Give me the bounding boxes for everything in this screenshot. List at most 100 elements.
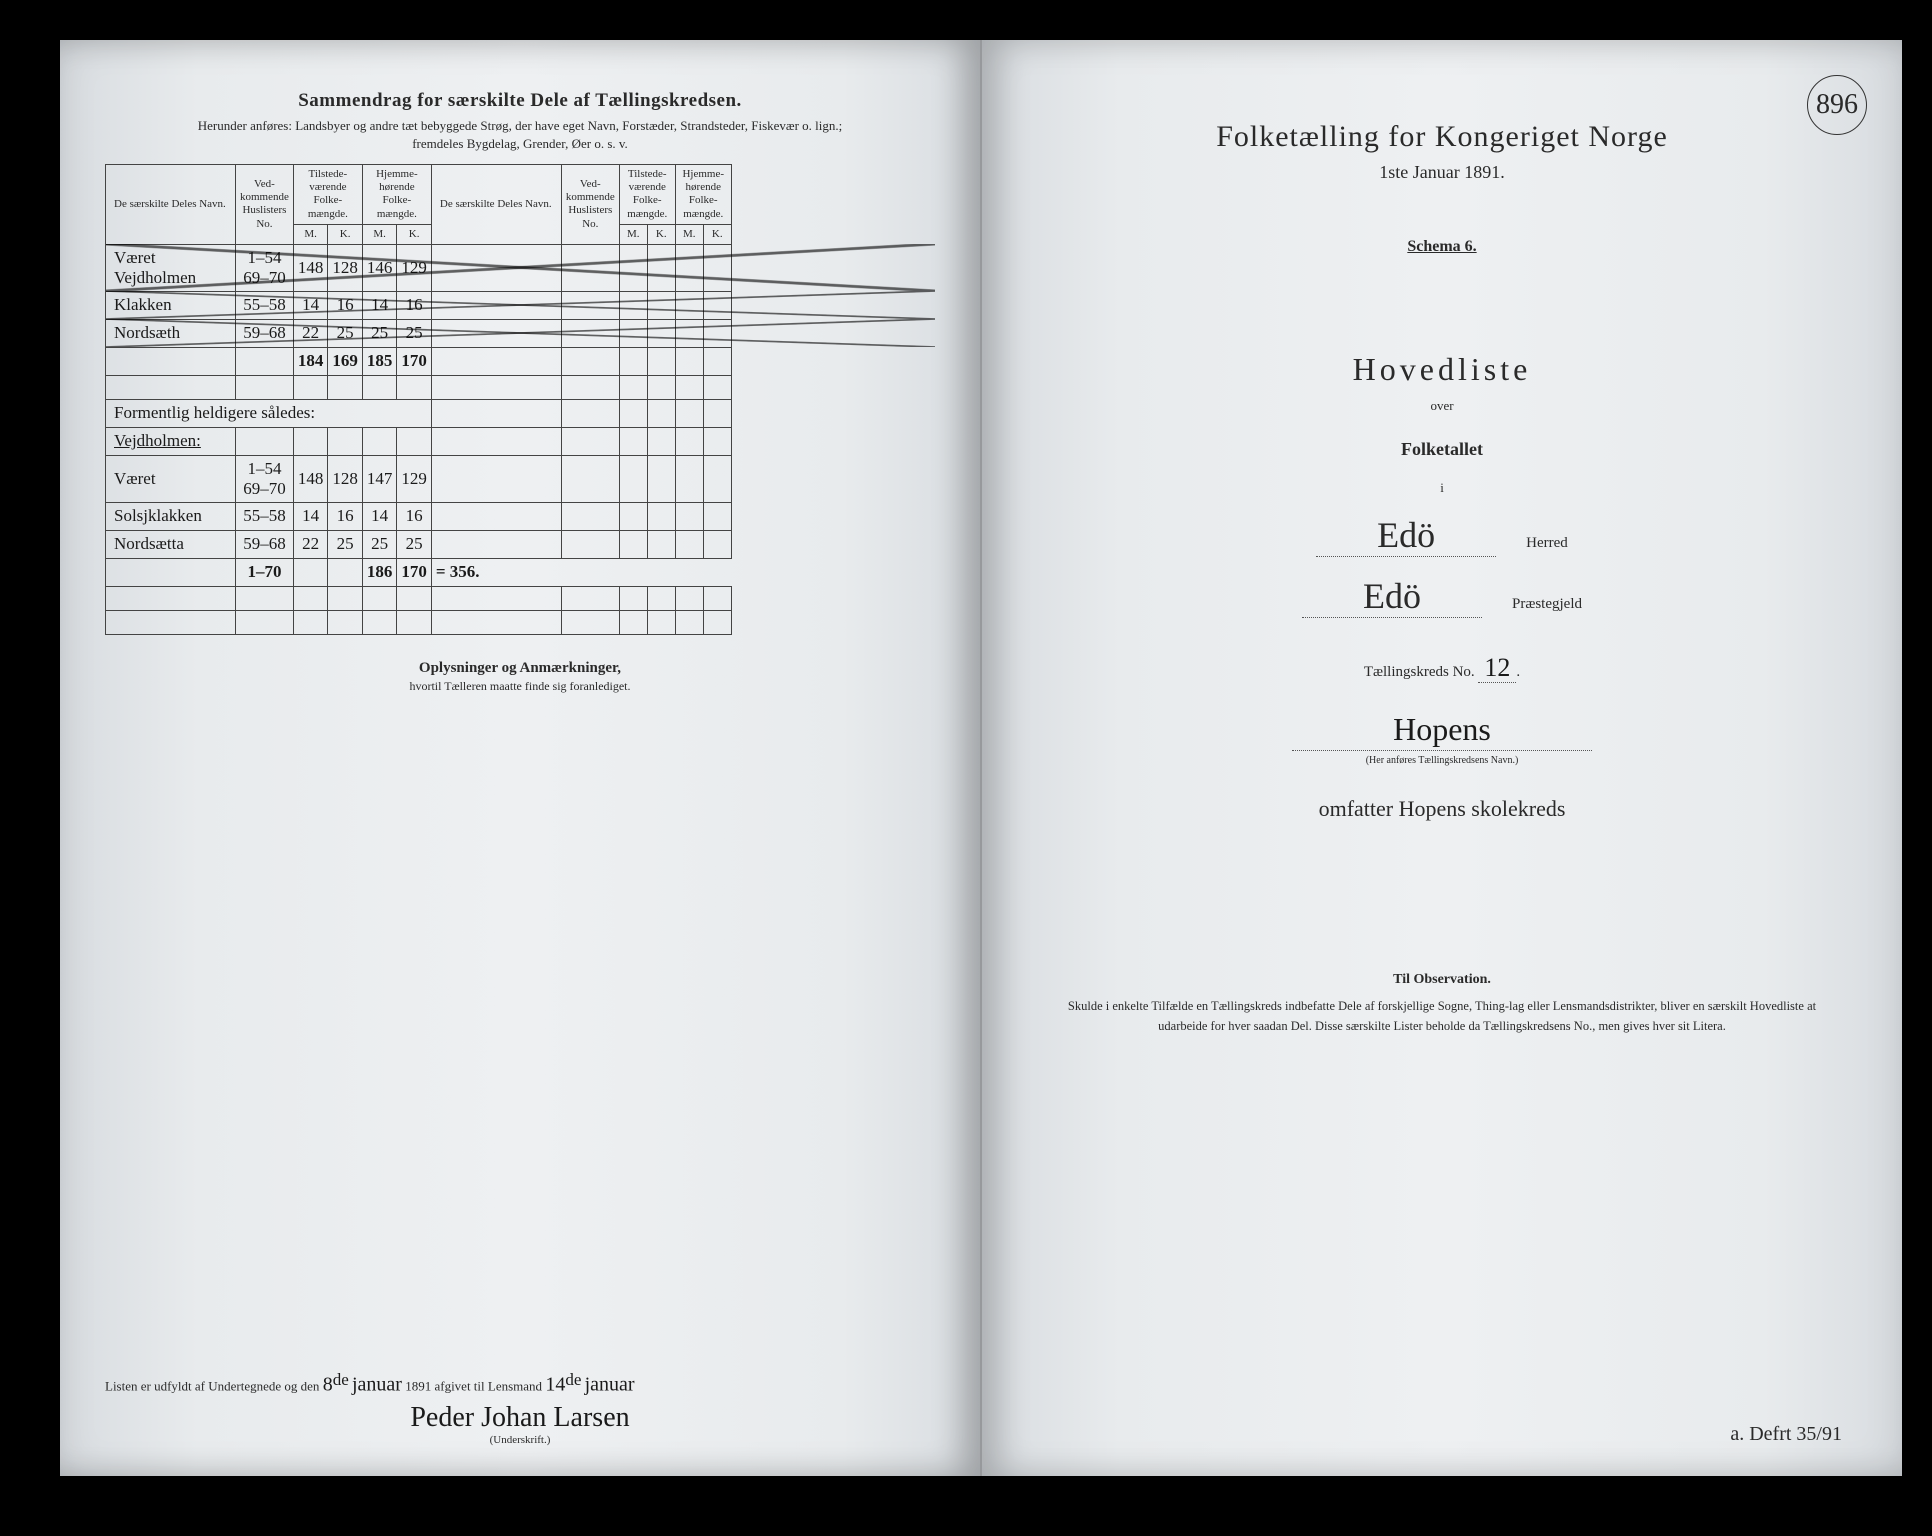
bottom-day2-sup: de (565, 1370, 581, 1389)
th-m: M. (675, 224, 703, 244)
cell: 14 (362, 291, 397, 319)
th-huslister2: Ved- kommende Huslisters No. (561, 165, 619, 245)
left-page: Sammendrag for særskilte Dele af Tælling… (60, 40, 982, 1476)
cell-name: Solsjklakken (106, 502, 236, 530)
th-k: K. (647, 224, 675, 244)
th-tilstede: Tilstede- værende Folke- mængde. (293, 165, 362, 225)
table-row: Været 1–54 69–70 148 128 147 129 (106, 455, 935, 502)
cell-nums: 1–54 69–70 (236, 244, 294, 291)
cell: 22 (293, 319, 328, 347)
cell: 169 (328, 347, 363, 375)
schema-label: Schema 6. (1027, 238, 1857, 256)
bottom-month2: januar (585, 1373, 635, 1395)
kredsname-sub: (Her anføres Tællingskredsens Navn.) (1027, 755, 1857, 766)
cell: 147 (362, 455, 397, 502)
cell: 129 (397, 455, 432, 502)
cell: 14 (293, 502, 328, 530)
kredsname-row: Hopens (1027, 711, 1857, 751)
cell-subheading: Vejdholmen: (106, 427, 236, 455)
th-k: K. (703, 224, 731, 244)
book-spread: Sammendrag for særskilte Dele af Tælling… (0, 0, 1932, 1536)
cell: 16 (397, 291, 432, 319)
signature-block: Peder Johan Larsen (Underskrift.) (105, 1402, 935, 1446)
kreds-label: Tællingskreds No. (1364, 664, 1475, 680)
bottom-line: Listen er udfyldt af Undertegnede og den… (105, 1370, 935, 1396)
signature: Peder Johan Larsen (105, 1402, 935, 1434)
cell-total: = 356. (431, 558, 561, 586)
praestegjeld-label: Præstegjeld (1512, 596, 1582, 613)
kreds-row: Tællingskreds No. 12. (1027, 653, 1857, 683)
hovedliste: Hovedliste (1027, 351, 1857, 388)
table-row: Solsjklakken 55–58 14 16 14 16 (106, 502, 935, 530)
cell: 25 (397, 530, 432, 558)
bottom-day: 8 (323, 1373, 333, 1395)
praestegjeld-row: Edö Præstegjeld (1027, 575, 1857, 618)
praestegjeld-value: Edö (1302, 575, 1482, 618)
table-row: Nordsætta 59–68 22 25 25 25 (106, 530, 935, 558)
cell: 186 (362, 558, 397, 586)
cell: 16 (328, 291, 363, 319)
cell: 16 (328, 502, 363, 530)
th-name2: De særskilte Deles Navn. (431, 165, 561, 245)
summary-sub1: Herunder anføres: Landsbyer og andre tæt… (105, 118, 935, 134)
cell: 25 (328, 530, 363, 558)
cell: 170 (397, 347, 432, 375)
left-header: Sammendrag for særskilte Dele af Tælling… (105, 90, 935, 152)
folketallet: Folketallet (1027, 439, 1857, 460)
cell-name: Været (106, 455, 236, 502)
kredsname: Hopens (1292, 711, 1592, 751)
sum-row: 184 169 185 170 (106, 347, 935, 375)
cell: 14 (362, 502, 397, 530)
right-page: 896 Folketælling for Kongeriget Norge 1s… (982, 40, 1902, 1476)
cell-nums: 55–58 (236, 291, 294, 319)
cell: 22 (293, 530, 328, 558)
th-m: M. (619, 224, 647, 244)
census-title: Folketælling for Kongeriget Norge (1027, 120, 1857, 154)
cell: 25 (362, 530, 397, 558)
th-k: K. (328, 224, 363, 244)
summary-title: Sammendrag for særskilte Dele af Tælling… (105, 90, 935, 112)
obs-title: Til Observation. (1027, 972, 1857, 988)
summary-sub2: fremdeles Bygdelag, Grender, Øer o. s. v… (105, 136, 935, 152)
notes-heading: Oplysninger og Anmærkninger, (105, 660, 935, 677)
cell-name: Nordsætta (106, 530, 236, 558)
table-body: Været Vejdholmen 1–54 69–70 148 128 146 … (106, 244, 935, 634)
cell: 146 (362, 244, 397, 291)
note-row: Formentlig heldigere således: (106, 399, 935, 427)
census-date: 1ste Januar 1891. (1027, 162, 1857, 183)
bottom-day-sup: de (333, 1370, 349, 1389)
cell: 16 (397, 502, 432, 530)
cell: 170 (397, 558, 432, 586)
th-hjemme: Hjemme- hørende Folke- mængde. (362, 165, 431, 225)
cell-nums: 55–58 (236, 502, 294, 530)
th-huslister: Ved- kommende Huslisters No. (236, 165, 294, 245)
th-m: M. (362, 224, 397, 244)
bottom-prefix: Listen er udfyldt af Undertegnede og den (105, 1378, 319, 1393)
table-row: Klakken 55–58 14 16 14 16 (106, 291, 935, 319)
cell: 25 (397, 319, 432, 347)
cell: 148 (293, 455, 328, 502)
bottom-month: januar (352, 1373, 402, 1395)
over: over (1027, 398, 1857, 414)
herred-value: Edö (1316, 514, 1496, 557)
cell-nums: 1–54 69–70 (236, 455, 294, 502)
obs-text: Skulde i enkelte Tilfælde en Tællingskre… (1027, 996, 1857, 1036)
page-number: 896 (1807, 75, 1867, 135)
th-name: De særskilte Deles Navn. (106, 165, 236, 245)
cell: 25 (328, 319, 363, 347)
bottom-day2: 14 (545, 1373, 565, 1395)
cell: 184 (293, 347, 328, 375)
notes-sub: hvortil Tælleren maatte finde sig foranl… (105, 679, 935, 694)
th-k: K. (397, 224, 432, 244)
cell: 128 (328, 455, 363, 502)
kreds-no: 12 (1478, 653, 1516, 683)
herred-label: Herred (1526, 535, 1568, 552)
sum-row-2: 1–70 186 170 = 356. (106, 558, 935, 586)
cell-name: Klakken (106, 291, 236, 319)
summary-table: De særskilte Deles Navn. Ved- kommende H… (105, 164, 935, 635)
cell-nums: 1–70 (236, 558, 294, 586)
cell-note: Formentlig heldigere således: (106, 399, 432, 427)
empty-row (106, 610, 935, 634)
cell-nums: 59–68 (236, 530, 294, 558)
empty-row (106, 586, 935, 610)
